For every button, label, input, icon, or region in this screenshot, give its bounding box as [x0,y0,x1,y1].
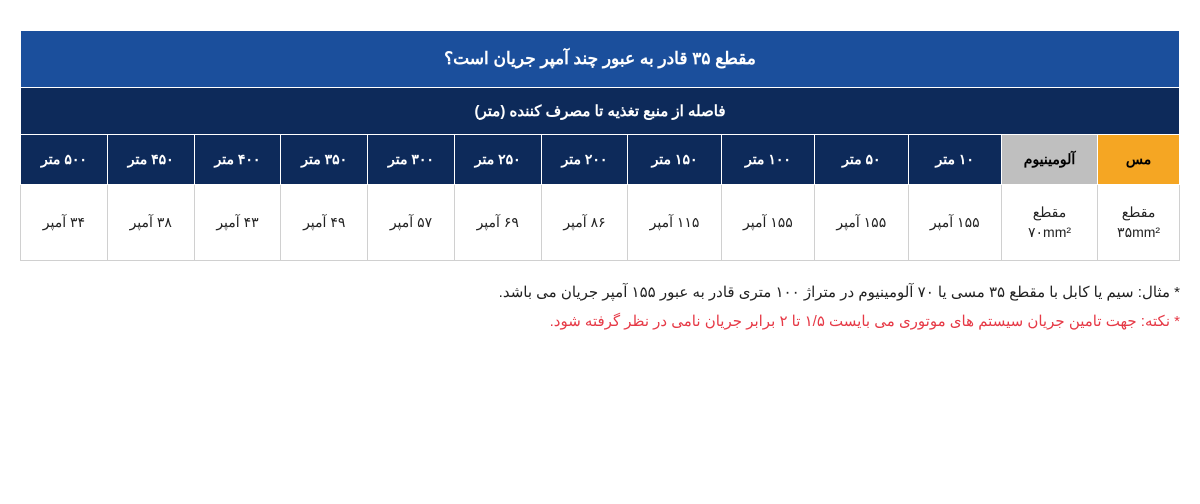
note-example: * مثال: سیم یا کابل با مقطع ۳۵ مسی یا ۷۰… [20,279,1180,308]
alum-spec-label: مقطع [1033,204,1067,220]
cell-350m: ۴۹ آمپر [281,185,368,261]
cell-150m: ۱۱۵ آمپر [628,185,721,261]
col-copper: مس [1098,135,1180,185]
col-300m: ۳۰۰ متر [368,135,455,185]
col-400m: ۴۰۰ متر [194,135,281,185]
col-10m: ۱۰ متر [908,135,1001,185]
cell-450m: ۳۸ آمپر [107,185,194,261]
col-450m: ۴۵۰ متر [107,135,194,185]
cell-200m: ۸۶ آمپر [541,185,628,261]
cell-alum-spec: مقطع ۷۰mm² [1001,185,1097,261]
header-row: مس آلومینیوم ۱۰ متر ۵۰ متر ۱۰۰ متر ۱۵۰ م… [21,135,1180,185]
col-350m: ۳۵۰ متر [281,135,368,185]
table-subtitle: فاصله از منبع تغذیه تا مصرف کننده (متر) [21,88,1180,135]
col-250m: ۲۵۰ متر [454,135,541,185]
cell-400m: ۴۳ آمپر [194,185,281,261]
alum-spec-value: ۷۰mm² [1028,224,1071,240]
cell-10m: ۱۵۵ آمپر [908,185,1001,261]
ampacity-table: مقطع ۳۵ قادر به عبور چند آمپر جریان است؟… [20,30,1180,261]
notes-block: * مثال: سیم یا کابل با مقطع ۳۵ مسی یا ۷۰… [20,279,1180,336]
cell-100m: ۱۵۵ آمپر [721,185,814,261]
cell-250m: ۶۹ آمپر [454,185,541,261]
col-500m: ۵۰۰ متر [21,135,108,185]
cell-copper-spec: مقطع ۳۵mm² [1098,185,1180,261]
data-row: مقطع ۳۵mm² مقطع ۷۰mm² ۱۵۵ آمپر ۱۵۵ آمپر … [21,185,1180,261]
cell-50m: ۱۵۵ آمپر [815,185,908,261]
cell-500m: ۳۴ آمپر [21,185,108,261]
col-aluminum: آلومینیوم [1001,135,1097,185]
col-100m: ۱۰۰ متر [721,135,814,185]
note-tip: * نکته: جهت تامین جریان سیستم های موتوری… [20,308,1180,337]
cell-300m: ۵۷ آمپر [368,185,455,261]
copper-spec-value: ۳۵mm² [1117,224,1160,240]
col-200m: ۲۰۰ متر [541,135,628,185]
table-title: مقطع ۳۵ قادر به عبور چند آمپر جریان است؟ [21,31,1180,88]
copper-spec-label: مقطع [1122,204,1156,220]
col-150m: ۱۵۰ متر [628,135,721,185]
col-50m: ۵۰ متر [815,135,908,185]
